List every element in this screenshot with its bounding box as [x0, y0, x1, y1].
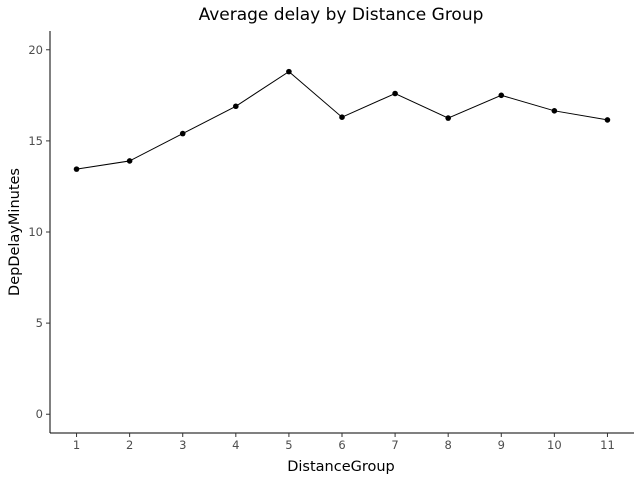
x-axis-label: DistanceGroup	[287, 459, 395, 475]
x-tick-label: 3	[179, 438, 186, 452]
x-tick-label: 7	[391, 438, 398, 452]
data-point	[339, 114, 345, 120]
y-ticks: 0 5 10 15 20	[28, 43, 50, 421]
chart-title: Average delay by Distance Group	[199, 5, 484, 25]
data-point	[392, 90, 398, 97]
x-tick-label: 2	[126, 438, 133, 452]
data-points	[73, 68, 611, 172]
y-tick-label: 15	[28, 134, 43, 148]
x-tick-label: 8	[445, 438, 452, 452]
data-point	[286, 68, 292, 75]
data-point	[233, 103, 239, 110]
x-tick-label: 11	[600, 438, 615, 452]
x-tick-label: 5	[285, 438, 292, 452]
y-tick-label: 5	[36, 316, 43, 330]
x-tick-label: 9	[498, 438, 505, 452]
y-tick-label: 0	[36, 407, 43, 421]
x-tick-label: 6	[338, 438, 345, 452]
y-axis-label: DepDelayMinutes	[7, 168, 23, 296]
x-tick-label: 10	[547, 438, 562, 452]
y-tick-label: 20	[28, 43, 43, 57]
data-point	[498, 92, 505, 99]
data-point	[73, 166, 80, 172]
x-tick-label: 1	[73, 438, 80, 452]
data-point	[179, 130, 186, 137]
data-point	[445, 115, 451, 121]
series-line	[76, 71, 608, 170]
data-point	[604, 117, 611, 123]
y-tick-label: 10	[28, 225, 43, 239]
data-point	[551, 108, 558, 114]
x-tick-label: 4	[232, 438, 239, 452]
x-ticks: 1 2 3 4 5 6 7 8 9 10 11	[73, 433, 615, 452]
data-point	[126, 158, 133, 164]
